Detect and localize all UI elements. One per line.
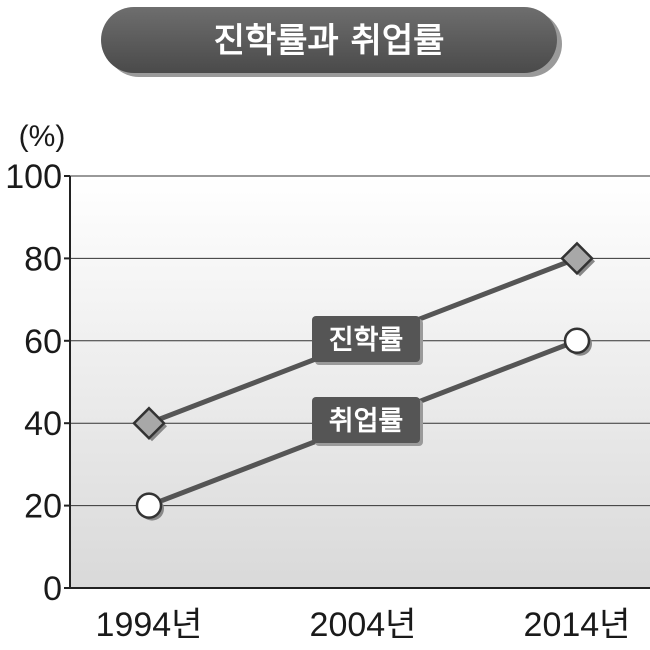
y-tick-label: 60: [24, 323, 62, 361]
diamond-marker: [560, 241, 594, 276]
series-label: 취업률: [329, 406, 404, 437]
y-tick-label: 40: [24, 405, 62, 443]
y-tick-label: 20: [24, 488, 62, 526]
circle-marker: [563, 327, 591, 355]
plot-area: [70, 176, 650, 588]
y-axis-unit: (%): [19, 120, 66, 153]
x-tick-label: 2014년: [524, 606, 631, 644]
y-tick-label: 80: [24, 240, 62, 278]
x-tick-label: 1994년: [96, 606, 203, 644]
x-tick-labels: 1994년 2004년 2014년: [96, 606, 631, 644]
series-label-badge: 취업률: [312, 397, 423, 446]
chart-title: 진학률과 취업률: [214, 21, 445, 61]
circle-marker: [135, 492, 163, 519]
title-badge: 진학률과 취업률: [101, 7, 562, 77]
y-tick-label: 100: [5, 158, 62, 196]
axes: [69, 176, 650, 589]
series-label-badge: 진학률: [312, 316, 423, 365]
series-label: 진학률: [329, 325, 404, 356]
series-label-background: [312, 397, 420, 443]
series-label-background: [312, 316, 420, 362]
diamond-marker: [132, 406, 166, 440]
x-tick-label: 2004년: [310, 606, 417, 644]
title-badge-background: [101, 7, 557, 73]
y-tick-labels: 0 20 40 60 80 100: [5, 158, 62, 608]
y-tick-label: 0: [43, 570, 62, 608]
